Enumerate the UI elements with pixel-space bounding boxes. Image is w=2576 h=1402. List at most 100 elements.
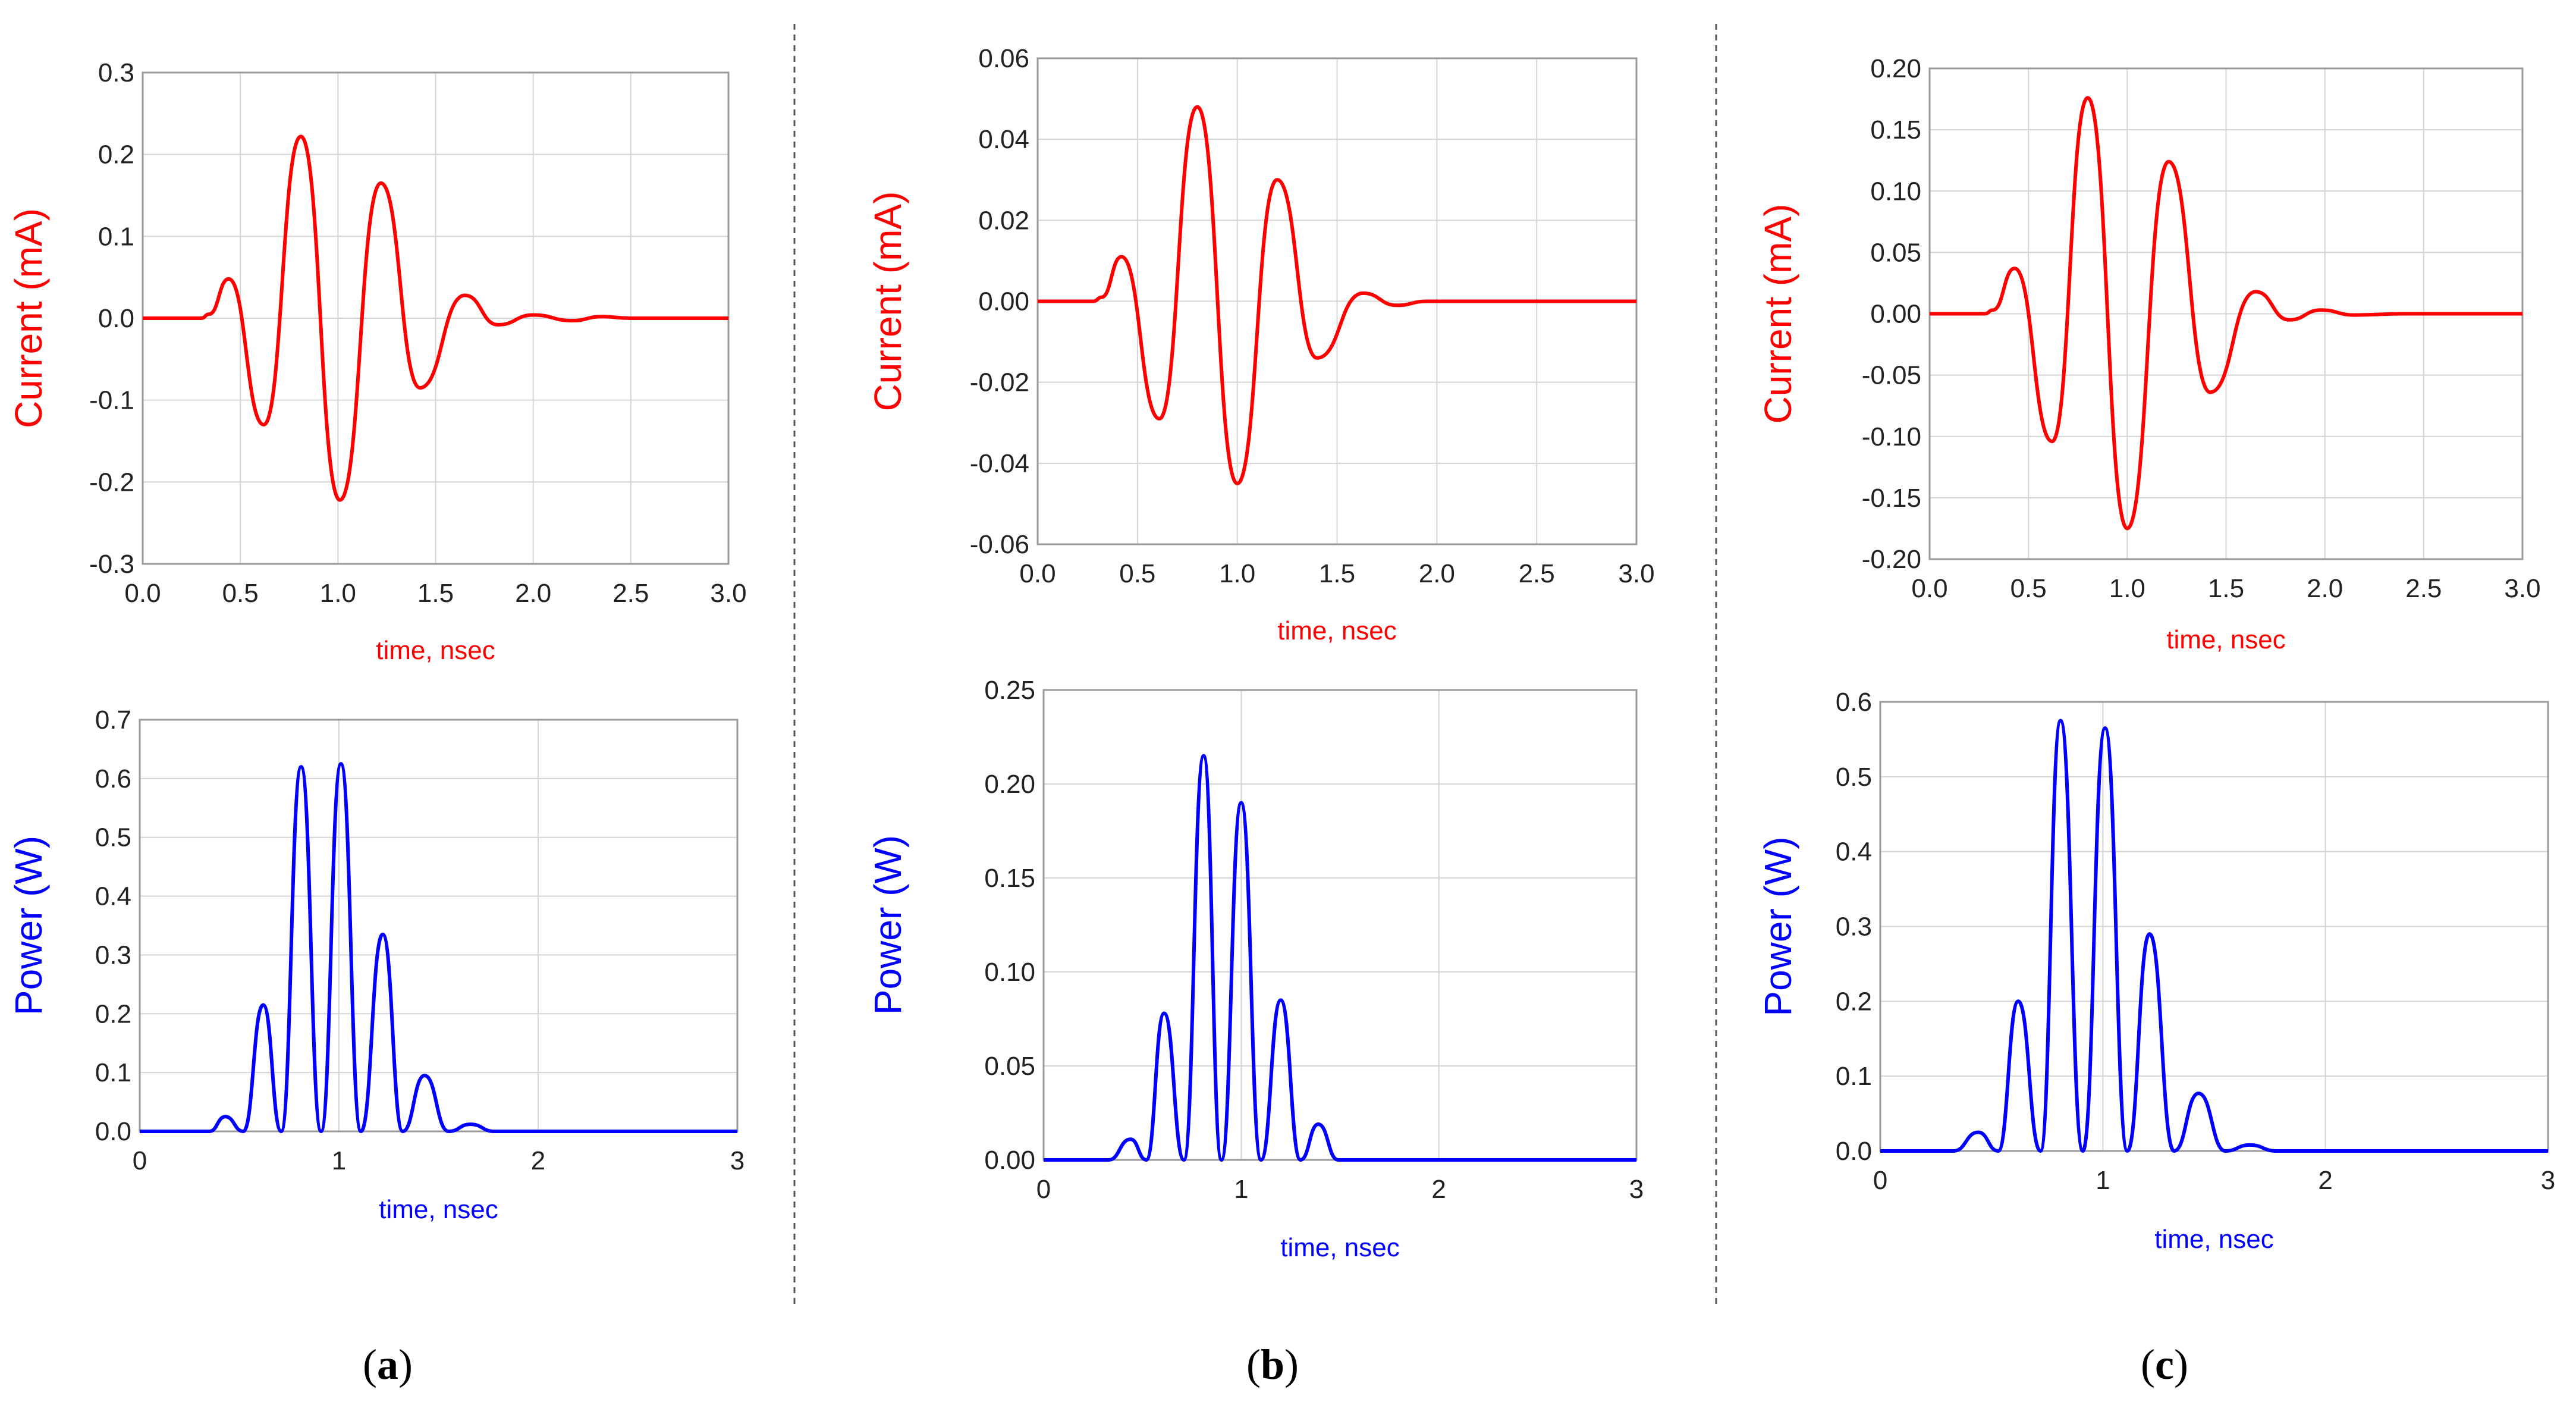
y-tick-label: 0.00 xyxy=(978,287,1029,316)
y-tick-label: -0.06 xyxy=(970,530,1029,559)
y-tick-label: 0.25 xyxy=(984,676,1035,705)
y-tick-label: 0.15 xyxy=(984,864,1035,893)
y-tick-label: 0.04 xyxy=(978,125,1029,154)
y-tick-label: 0.3 xyxy=(98,58,134,87)
x-axis-label: time, nsec xyxy=(1280,1233,1400,1262)
y-tick-label: -0.3 xyxy=(89,550,134,579)
x-tick-label: 1 xyxy=(2096,1166,2110,1195)
y-tick-label: -0.10 xyxy=(1862,422,1921,451)
y-tick-label: 0.15 xyxy=(1870,115,1921,145)
x-tick-label: 2.0 xyxy=(515,579,551,608)
y-tick-label: -0.05 xyxy=(1862,361,1921,390)
chart-c-power: 0 1 2 3 0.0 0.1 0.2 0.3 0.4 0.5 0.6 time, nsec Power… xyxy=(1757,688,2555,1254)
x-tick-label: 2.5 xyxy=(1519,559,1555,588)
x-tick-label: 1.0 xyxy=(320,579,356,608)
y-axis-label: Power (W) xyxy=(7,836,50,1015)
series-line-current xyxy=(143,134,728,502)
y-tick-label: 0.2 xyxy=(98,140,134,170)
x-axis-label: time, nsec xyxy=(379,1195,498,1224)
x-tick-label: 1.5 xyxy=(1319,559,1355,588)
y-tick-label: 0.3 xyxy=(1836,912,1872,942)
caption-a-letter: a xyxy=(377,1341,398,1388)
y-tick-label: 0.6 xyxy=(95,764,131,793)
plots-layer: 0.0 0.5 1.0 1.5 2.0 2.5 3.0-0.3-0.2-0.10.00.10… xyxy=(7,44,2555,1262)
caption-b-letter: b xyxy=(1261,1341,1284,1388)
y-tick-label: 0.06 xyxy=(978,44,1029,73)
y-tick-label: 0.10 xyxy=(1870,177,1921,206)
caption-b-close: ) xyxy=(1284,1341,1299,1388)
y-tick-label: -0.04 xyxy=(970,449,1029,478)
y-tick-label: 0.00 xyxy=(984,1146,1035,1175)
y-tick-label: -0.15 xyxy=(1862,484,1921,513)
caption-b-open: ( xyxy=(1246,1341,1261,1388)
y-axis-label: Current (mA) xyxy=(7,208,50,428)
x-tick-label: 2 xyxy=(1431,1175,1446,1204)
x-tick-label: 3 xyxy=(1629,1175,1644,1204)
x-tick-label: 0.5 xyxy=(1119,559,1155,588)
x-tick-label: 0.0 xyxy=(1911,574,1947,603)
chart-b-power: 0 1 2 3 0.00 0.05 0.10 0.15 0.20 0.25 time, nsec Po… xyxy=(866,676,1644,1262)
x-tick-label: 0.5 xyxy=(222,579,259,608)
caption-a-close: ) xyxy=(398,1341,413,1388)
chart-a-power: 0 1 2 3 0.0 0.1 0.2 0.3 0.4 0.5 0.6 0.7 time, nsec Po… xyxy=(7,705,744,1224)
caption-b: (b) xyxy=(1246,1341,1299,1388)
chart-c-current: 0.0 0.5 1.0 1.5 2.0 2.5 3.0 -0.20 -0.15 -0.10 -0.0… xyxy=(1757,54,2541,654)
y-tick-label: 0.2 xyxy=(1836,987,1872,1016)
y-axis-label: Current (mA) xyxy=(866,192,909,412)
y-tick-label: 0.00 xyxy=(1870,300,1921,329)
y-tick-label: 0.6 xyxy=(1836,688,1872,717)
x-tick-label: 0 xyxy=(1873,1166,1887,1195)
x-tick-label: 3.0 xyxy=(2504,574,2540,603)
y-tick-label: 0.2 xyxy=(95,999,131,1028)
x-tick-label: 3 xyxy=(2541,1166,2555,1195)
x-tick-label: 2 xyxy=(531,1146,545,1175)
y-tick-label: 0.05 xyxy=(1870,238,1921,267)
chart-a-current: 0.0 0.5 1.0 1.5 2.0 2.5 3.0 -0.3 -0.2 -0.1 0.0 0.1 0… xyxy=(7,58,747,665)
series-line-power xyxy=(139,762,737,1134)
x-tick-label: 0 xyxy=(133,1146,147,1175)
y-tick-label: 0.5 xyxy=(1836,763,1872,792)
y-tick-label: 0.02 xyxy=(978,206,1029,235)
x-tick-label: 0.0 xyxy=(1019,559,1055,588)
series-line-current xyxy=(1038,105,1636,485)
y-axis-label: Power (W) xyxy=(1757,836,1799,1016)
y-axis-label: Current (mA) xyxy=(1757,204,1799,424)
x-tick-label: 3.0 xyxy=(710,579,746,608)
x-axis-label: time, nsec xyxy=(2154,1225,2274,1254)
x-tick-label: 1 xyxy=(1234,1175,1248,1204)
chart-b-current: 0.0 0.5 1.0 1.5 2.0 2.5 3.0 -0.06 -0.04 -0.02 0.00… xyxy=(866,44,1655,645)
caption-c: (c) xyxy=(2141,1341,2188,1388)
y-tick-label: 0.0 xyxy=(95,1117,131,1146)
x-tick-label: 1 xyxy=(332,1146,346,1175)
y-tick-label: 0.0 xyxy=(98,304,134,333)
x-tick-label: 1.5 xyxy=(2208,574,2244,603)
y-tick-label: 0.20 xyxy=(1870,54,1921,83)
x-tick-label: 3.0 xyxy=(1618,559,1654,588)
y-tick-label: 0.1 xyxy=(1836,1062,1872,1091)
series-line-current xyxy=(1929,96,2522,531)
y-tick-label: -0.2 xyxy=(89,468,134,497)
series-line-power xyxy=(1880,719,2548,1153)
x-tick-label: 2.5 xyxy=(2405,574,2442,603)
y-tick-label: 0.10 xyxy=(984,958,1035,987)
x-tick-label: 2.0 xyxy=(2307,574,2343,603)
x-tick-label: 2 xyxy=(2318,1166,2332,1195)
y-tick-label: 0.3 xyxy=(95,940,131,970)
x-axis-label: time, nsec xyxy=(2166,625,2286,654)
x-tick-label: 0.0 xyxy=(124,579,161,608)
x-tick-label: 3 xyxy=(730,1146,744,1175)
caption-a-open: ( xyxy=(363,1341,377,1388)
x-tick-label: 2.5 xyxy=(612,579,649,608)
x-tick-label: 0 xyxy=(1036,1175,1051,1204)
y-axis-label: Power (W) xyxy=(866,835,909,1015)
x-tick-label: 0.5 xyxy=(2010,574,2047,603)
caption-c-close: ) xyxy=(2174,1341,2188,1388)
y-tick-label: -0.02 xyxy=(970,368,1029,397)
y-tick-label: 0.7 xyxy=(95,705,131,735)
plot-frame xyxy=(1879,701,2549,1152)
x-axis-label: time, nsec xyxy=(1277,616,1397,645)
y-tick-label: 0.0 xyxy=(1836,1137,1872,1166)
x-tick-label: 1.5 xyxy=(417,579,454,608)
x-axis-label: time, nsec xyxy=(376,636,495,665)
